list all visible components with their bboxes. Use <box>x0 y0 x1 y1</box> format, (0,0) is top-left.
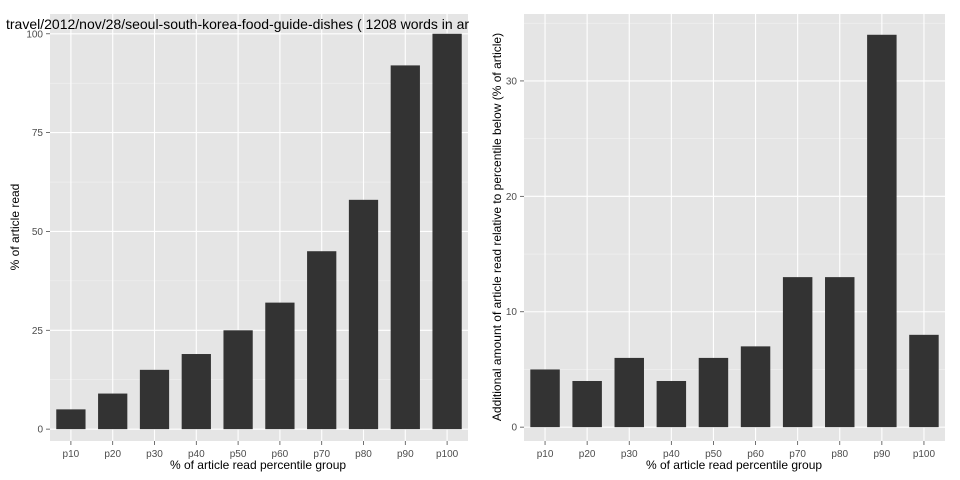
chart1-bar-p100 <box>432 33 462 430</box>
chart2-bar-p20 <box>572 380 602 428</box>
chart2-y-tick-label: 0 <box>511 423 517 434</box>
chart1-y-tick-label: 100 <box>26 29 43 40</box>
chart2-x-tick-label: p70 <box>789 449 806 460</box>
chart1-bar-p50 <box>223 330 253 430</box>
chart1-y-tick-label: 0 <box>37 425 43 436</box>
chart1-bar-p90 <box>390 65 420 430</box>
chart2-x-tick-label: p20 <box>579 449 596 460</box>
chart1-y-tick-label: 50 <box>32 227 44 238</box>
chart1-bar-p70 <box>307 251 337 430</box>
chart2-x-tick-label: p10 <box>537 449 554 460</box>
chart1-title: travel/2012/nov/28/seoul-south-korea-foo… <box>6 16 469 32</box>
chart1-bar-p60 <box>265 302 295 430</box>
chart2-bar-p100 <box>909 334 939 428</box>
chart2-x-axis-title: % of article read percentile group <box>646 458 822 472</box>
chart2-bar-p60 <box>740 346 771 428</box>
chart1-x-tick-label: p70 <box>313 449 330 460</box>
chart1-y-tick-label: 75 <box>32 128 44 139</box>
chart2-bar-p30 <box>614 357 644 428</box>
chart1-x-tick-label: p10 <box>63 449 80 460</box>
chart1-bar-p80 <box>348 199 379 430</box>
chart2-y-tick-label: 10 <box>506 307 518 318</box>
chart2-bar-p50 <box>698 357 729 428</box>
chart1-x-axis-title: % of article read percentile group <box>170 458 346 472</box>
chart1-x-tick-label: p40 <box>188 449 205 460</box>
chart1-x-tick-label: p30 <box>146 449 163 460</box>
chart1-x-tick-label: p60 <box>272 449 289 460</box>
chart2-y-tick-label: 30 <box>506 76 518 87</box>
chart2-bar-p70 <box>782 277 813 428</box>
chart2-bar-p10 <box>530 369 560 428</box>
chart2-bar-p90 <box>867 34 897 428</box>
chart2-bar-p40 <box>656 380 687 428</box>
chart1-x-tick-label: p90 <box>397 449 414 460</box>
chart1-x-tick-label: p100 <box>436 449 459 460</box>
chart-right: 0 10 20 30 p10 p20 p30 p40 p50 p60 p70 p80 p90 p100 % … <box>490 14 945 472</box>
chart1-y-axis-title: % of article read <box>8 184 22 271</box>
chart1-x-tick-label: p50 <box>230 449 247 460</box>
chart1-bar-p20 <box>98 393 128 430</box>
chart2-x-tick-label: p30 <box>621 449 638 460</box>
chart2-y-tick-label: 20 <box>506 192 518 203</box>
chart1-bar-p30 <box>139 369 170 430</box>
chart1-x-tick-label: p20 <box>104 449 121 460</box>
chart1-bar-p40 <box>181 354 211 430</box>
chart2-x-tick-label: p50 <box>705 449 722 460</box>
chart2-x-tick-label: p60 <box>747 449 764 460</box>
chart2-x-tick-label: p40 <box>663 449 680 460</box>
chart2-x-tick-label: p80 <box>831 449 848 460</box>
chart-left: 0 25 50 75 100 p10 p20 p30 p40 p50 p60 p70 p80 p90 p10… <box>6 14 469 472</box>
chart2-bar-p80 <box>825 277 855 428</box>
chart1-y-tick-label: 25 <box>32 326 44 337</box>
chart2-x-tick-label: p90 <box>874 449 891 460</box>
chart1-bar-p10 <box>56 409 86 430</box>
chart2-x-tick-label: p100 <box>913 449 936 460</box>
chart1-x-tick-label: p80 <box>355 449 372 460</box>
chart2-y-axis-title: Additional amount of article read relati… <box>490 33 504 421</box>
